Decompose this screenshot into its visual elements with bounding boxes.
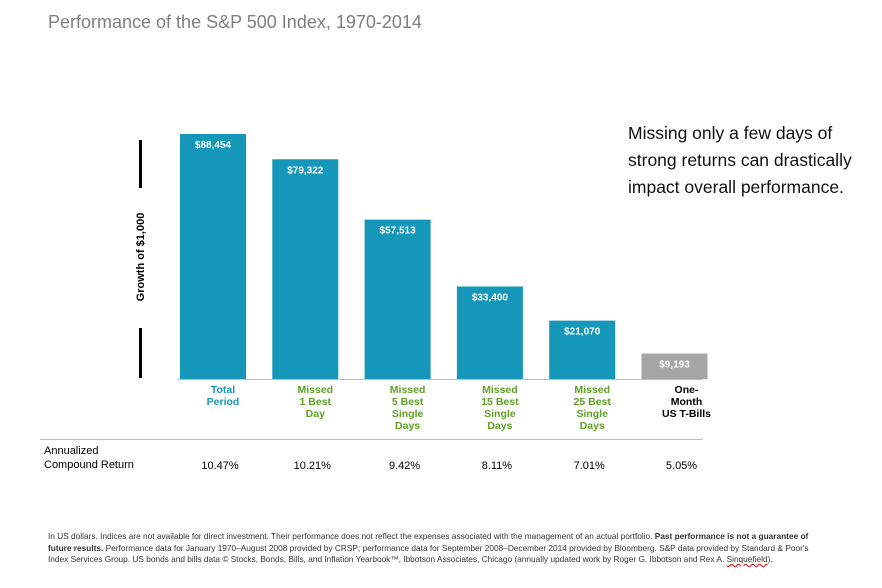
chart-title: Performance of the S&P 500 Index, 1970-2… bbox=[48, 12, 422, 32]
category-label: Days bbox=[395, 420, 420, 432]
returns-label-line-1: Annualized bbox=[44, 445, 99, 457]
returns-label-line-2: Compound Return bbox=[44, 458, 134, 471]
bar bbox=[456, 286, 523, 379]
category-label: Period bbox=[207, 396, 240, 408]
returns-row-label: Annualized Compound Return bbox=[44, 445, 134, 472]
bar-value-label: $88,454 bbox=[195, 140, 232, 151]
category-label: 25 Best bbox=[574, 396, 612, 408]
category-label: Total bbox=[211, 384, 235, 396]
category-label: Single bbox=[576, 408, 608, 420]
category-label: 5 Best bbox=[392, 396, 424, 408]
footnote-part-2: Performance data for January 1970–August… bbox=[48, 542, 809, 565]
bar-value-label: $79,322 bbox=[287, 165, 324, 176]
footnote: In US dollars. Indices are not available… bbox=[48, 531, 818, 566]
return-value: 9.42% bbox=[389, 460, 420, 472]
category-label: Missed bbox=[482, 384, 518, 396]
category-label: 15 Best bbox=[481, 396, 519, 408]
bar-value-label: $21,070 bbox=[564, 327, 601, 338]
footnote-end: ). bbox=[767, 554, 773, 564]
category-label: 1 Best bbox=[300, 396, 332, 408]
category-label: Days bbox=[487, 420, 512, 432]
annotation-text: Missing only a few days of strong return… bbox=[628, 123, 852, 197]
bar bbox=[272, 159, 339, 379]
bar bbox=[641, 353, 708, 379]
category-label: US T-Bills bbox=[662, 408, 711, 420]
bar bbox=[549, 320, 616, 379]
return-value: 8.11% bbox=[482, 460, 513, 472]
category-label: One- bbox=[675, 384, 699, 396]
bar-value-label: $33,400 bbox=[472, 292, 509, 303]
category-label: Day bbox=[306, 408, 325, 420]
category-label: Missed bbox=[574, 384, 610, 396]
y-axis-bracket-top bbox=[139, 140, 142, 188]
footnote-part-1: In US dollars. Indices are not available… bbox=[48, 531, 655, 541]
category-label: Days bbox=[580, 420, 605, 432]
category-label: Single bbox=[484, 408, 516, 420]
return-value: 7.01% bbox=[574, 460, 605, 472]
category-label: Month bbox=[671, 396, 703, 408]
bar-value-label: $57,513 bbox=[380, 226, 417, 237]
return-value: 10.47% bbox=[201, 460, 239, 472]
footnote-signature: Sinquefield bbox=[726, 554, 768, 564]
footnote-bold: Past performance is not a guarantee of f… bbox=[48, 531, 809, 553]
return-value: 5.05% bbox=[666, 460, 697, 472]
bar-value-label: $9,193 bbox=[659, 360, 690, 371]
y-axis-bracket-bottom bbox=[139, 328, 142, 378]
bar bbox=[364, 219, 431, 379]
category-label: Single bbox=[392, 408, 424, 420]
category-label: Missed bbox=[297, 384, 333, 396]
bar bbox=[180, 133, 246, 379]
category-label: Missed bbox=[390, 384, 426, 396]
return-value: 10.21% bbox=[294, 460, 332, 472]
